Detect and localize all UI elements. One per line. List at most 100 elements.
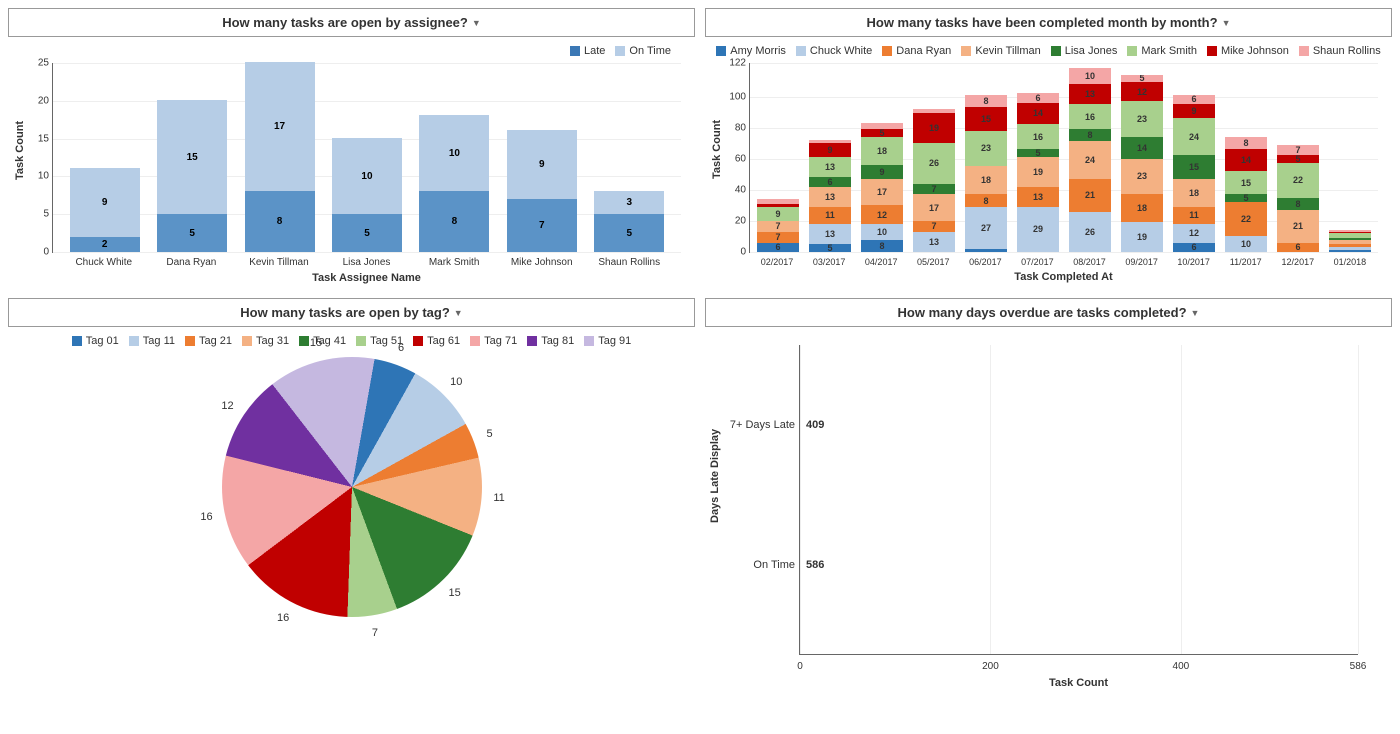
- bar-segment: 24: [1069, 141, 1111, 178]
- bar[interactable]: 1371772619: [913, 109, 955, 252]
- bar-segment: 27: [965, 207, 1007, 249]
- legend-swatch: [961, 46, 971, 56]
- bar[interactable]: 62182257: [1277, 145, 1319, 252]
- x-tick: 04/2017: [855, 257, 907, 267]
- legend-swatch: [72, 336, 82, 346]
- bar-segment: 17: [913, 194, 955, 220]
- bar-row[interactable]: 7+ Days Late409: [800, 370, 824, 480]
- pie-slice-label: 10: [450, 376, 462, 388]
- chevron-down-icon: ▼: [1191, 308, 1200, 318]
- dashboard: How many tasks are open by assignee? ▼ L…: [8, 8, 1392, 693]
- x-tick: 08/2017: [1063, 257, 1115, 267]
- x-tick: Mike Johnson: [498, 257, 586, 268]
- x-tick: 05/2017: [907, 257, 959, 267]
- bar[interactable]: 6779: [757, 199, 799, 252]
- legend-item[interactable]: On Time: [615, 45, 671, 57]
- panel-header[interactable]: How many tasks are open by assignee? ▼: [8, 8, 695, 37]
- bar-segment: 8: [245, 191, 315, 252]
- panel-open-by-tag: How many tasks are open by tag? ▼ Tag 01…: [8, 298, 695, 693]
- x-tick: Mark Smith: [410, 257, 498, 268]
- bar[interactable]: 515: [157, 100, 227, 252]
- bar[interactable]: 2781823158: [965, 95, 1007, 252]
- pie-slice-label: 16: [200, 511, 212, 523]
- bar-segment: 9: [861, 165, 903, 179]
- legend-label: Kevin Tillman: [975, 45, 1040, 57]
- bar-segment: 14: [1121, 137, 1163, 159]
- bar[interactable]: 53: [594, 191, 664, 252]
- legend-label: Mark Smith: [1141, 45, 1197, 57]
- bar[interactable]: 817: [245, 62, 315, 252]
- legend-swatch: [1051, 46, 1061, 56]
- bar-segment: 19: [913, 113, 955, 143]
- x-tick: 06/2017: [959, 257, 1011, 267]
- legend-label: Chuck White: [810, 45, 872, 57]
- legend-item[interactable]: Late: [570, 45, 605, 57]
- bar-segment: 9: [809, 143, 851, 157]
- chart-area: Task Count 02040608010012267795131113613…: [749, 63, 1378, 283]
- legend-item[interactable]: Tag 11: [129, 335, 175, 347]
- bar[interactable]: 29: [70, 168, 140, 252]
- chart-area: 02004005867+ Days Late409On Time586 Task…: [799, 345, 1358, 689]
- bar[interactable]: 810: [419, 115, 489, 252]
- legend-item[interactable]: Tag 61: [413, 335, 460, 347]
- bar-segment: [1329, 250, 1371, 252]
- bar[interactable]: 1022515148: [1225, 137, 1267, 252]
- bar[interactable]: 6121118152496: [1173, 95, 1215, 252]
- legend-item[interactable]: Lisa Jones: [1051, 45, 1118, 57]
- bar[interactable]: 51311136139: [809, 140, 851, 252]
- bar[interactable]: 291319516146: [1017, 93, 1059, 252]
- pie[interactable]: [222, 357, 482, 617]
- bar[interactable]: 79: [507, 130, 577, 252]
- x-tick: Shaun Rollins: [585, 257, 673, 268]
- legend-item[interactable]: Mark Smith: [1127, 45, 1197, 57]
- bar-segment: 18: [1121, 194, 1163, 222]
- bar[interactable]: 510: [332, 138, 402, 252]
- bar[interactable]: 2621248161310: [1069, 68, 1111, 252]
- legend-swatch: [615, 46, 625, 56]
- legend-item[interactable]: Tag 81: [527, 335, 574, 347]
- bar-segment: 6: [757, 243, 799, 252]
- legend-item[interactable]: Tag 01: [72, 335, 119, 347]
- legend-item[interactable]: Mike Johnson: [1207, 45, 1289, 57]
- panel-header[interactable]: How many tasks have been completed month…: [705, 8, 1392, 37]
- bar-segment: 11: [1173, 207, 1215, 224]
- panel-header[interactable]: How many days overdue are tasks complete…: [705, 298, 1392, 327]
- bar-segment: 10: [1225, 236, 1267, 252]
- bar-segment: 5: [157, 214, 227, 252]
- bar-segment: 18: [861, 137, 903, 165]
- bar-segment: 14: [1017, 103, 1059, 125]
- bar-segment: 7: [757, 232, 799, 243]
- bar-segment: 23: [1121, 159, 1163, 195]
- legend-item[interactable]: Shaun Rollins: [1299, 45, 1381, 57]
- bar-segment: 8: [861, 240, 903, 252]
- legend-item[interactable]: Tag 51: [356, 335, 403, 347]
- legend-item[interactable]: Kevin Tillman: [961, 45, 1040, 57]
- y-tick: 0: [23, 247, 49, 258]
- chart-plot: 02004005867+ Days Late409On Time586: [799, 345, 1358, 655]
- bar-segment: 5: [1277, 155, 1319, 163]
- legend-item[interactable]: Chuck White: [796, 45, 872, 57]
- bar-segment: 8: [419, 191, 489, 252]
- bar[interactable]: 1918231423125: [1121, 75, 1163, 253]
- legend-swatch: [299, 336, 309, 346]
- legend-item[interactable]: Tag 21: [185, 335, 232, 347]
- bar[interactable]: [1329, 230, 1371, 252]
- bar-segment: 10: [861, 224, 903, 240]
- bar-row[interactable]: On Time586: [800, 510, 824, 620]
- bar-segment: 8: [965, 95, 1007, 107]
- legend-swatch: [796, 46, 806, 56]
- bar-value: 409: [806, 419, 824, 431]
- bar-segment: 18: [1173, 179, 1215, 207]
- legend-item[interactable]: Tag 41: [299, 335, 346, 347]
- bar[interactable]: 81012179185: [861, 123, 903, 252]
- legend-item[interactable]: Amy Morris: [716, 45, 786, 57]
- panel-header[interactable]: How many tasks are open by tag? ▼: [8, 298, 695, 327]
- x-tick: 07/2017: [1011, 257, 1063, 267]
- legend-item[interactable]: Tag 71: [470, 335, 517, 347]
- bar-segment: 8: [1069, 129, 1111, 141]
- legend-item[interactable]: Tag 31: [242, 335, 289, 347]
- x-axis-label: Task Completed At: [749, 271, 1378, 283]
- bar-segment: 5: [332, 214, 402, 252]
- legend-item[interactable]: Tag 91: [584, 335, 631, 347]
- legend-item[interactable]: Dana Ryan: [882, 45, 951, 57]
